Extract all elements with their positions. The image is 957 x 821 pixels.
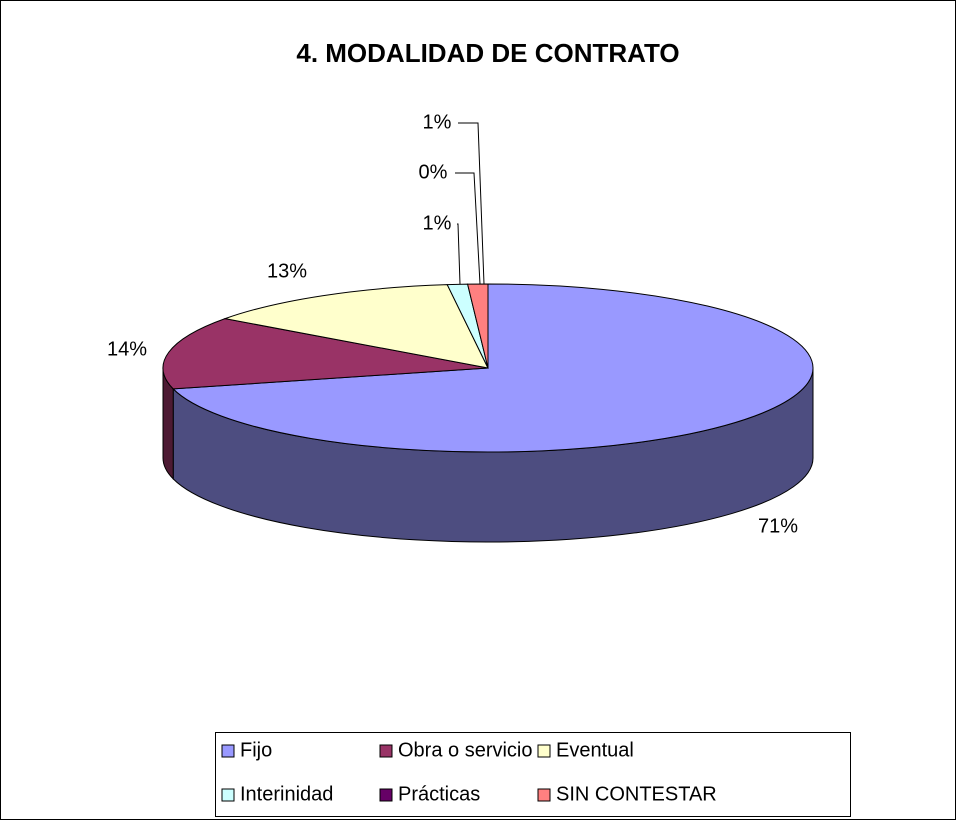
pie-slice bbox=[223, 284, 489, 369]
legend-box bbox=[215, 732, 851, 817]
legend-label: Eventual bbox=[556, 739, 634, 761]
legend-swatch bbox=[221, 744, 235, 758]
legend-swatch bbox=[379, 744, 393, 758]
data-label: 71% bbox=[758, 515, 798, 537]
legend-label: Interinidad bbox=[240, 783, 333, 805]
chart-title: 4. MODALIDAD DE CONTRATO bbox=[296, 38, 679, 68]
pie-slice bbox=[466, 283, 489, 369]
data-label: 1% bbox=[423, 111, 452, 133]
leader-line bbox=[458, 122, 485, 285]
legend-label: Prácticas bbox=[398, 783, 480, 805]
legend-swatch bbox=[379, 788, 393, 802]
pie-slice bbox=[162, 318, 489, 390]
data-label: 14% bbox=[107, 338, 147, 360]
leader-line bbox=[455, 172, 481, 285]
data-label: 1% bbox=[423, 212, 452, 234]
legend-label: Fijo bbox=[240, 739, 272, 761]
pie-slice bbox=[172, 283, 814, 453]
leader-line bbox=[457, 223, 461, 285]
legend-label: Obra o servicio bbox=[398, 739, 533, 761]
legend-swatch bbox=[537, 788, 551, 802]
legend-swatch bbox=[537, 744, 551, 758]
legend-swatch bbox=[221, 788, 235, 802]
legend-label: SIN CONTESTAR bbox=[556, 783, 717, 805]
data-label: 13% bbox=[267, 260, 307, 282]
data-label: 0% bbox=[419, 161, 448, 183]
